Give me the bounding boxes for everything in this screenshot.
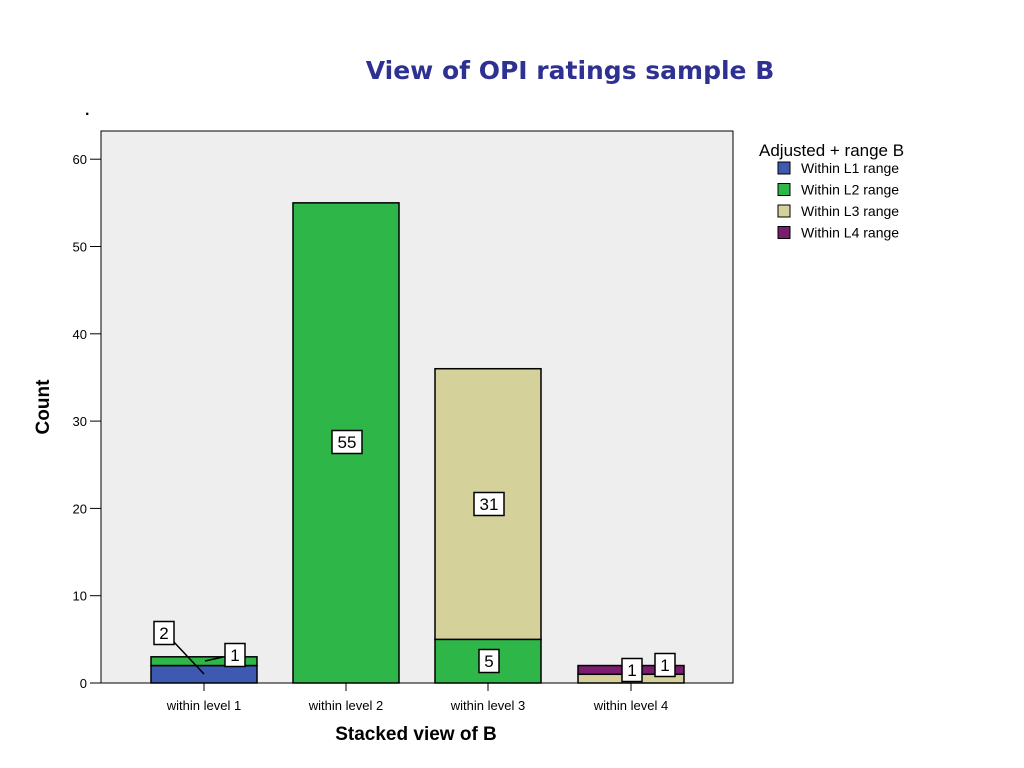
chart-title: View of OPI ratings sample B: [365, 56, 775, 85]
y-tick-label: 0: [80, 676, 87, 691]
data-label-box: [621, 657, 643, 683]
data-label-box: [331, 429, 363, 455]
title-mark: .: [85, 102, 90, 119]
data-label: 31: [480, 495, 499, 514]
legend-label: Within L2 range: [801, 182, 899, 198]
data-label: 5: [484, 652, 493, 671]
legend-label: Within L1 range: [801, 160, 899, 176]
label-leader-line: [171, 639, 205, 675]
data-label: 2: [159, 624, 168, 643]
label-leader-line: [204, 656, 224, 662]
y-tick-label: 10: [73, 589, 87, 604]
y-tick-label: 20: [73, 501, 87, 516]
legend-label: Within L3 range: [801, 203, 899, 219]
x-tick-label: within level 4: [593, 698, 668, 713]
x-tick-label: within level 3: [450, 698, 525, 713]
data-label-box: [654, 652, 676, 678]
plot-area: [100, 130, 734, 684]
y-tick-label: 30: [73, 414, 87, 429]
data-label: 1: [230, 646, 239, 665]
x-axis-title: Stacked view of B: [335, 724, 497, 745]
legend-swatch: [777, 204, 791, 218]
data-label: 1: [627, 661, 636, 680]
y-tick-label: 60: [73, 152, 87, 167]
data-label: 1: [660, 656, 669, 675]
legend-swatch: [777, 226, 791, 239]
data-label-box: [224, 642, 246, 668]
bar-segment: [150, 664, 258, 684]
legend-swatch: [777, 183, 791, 196]
y-axis-title: Count: [33, 379, 54, 435]
x-tick-label: within level 1: [166, 698, 241, 713]
y-tick-label: 40: [73, 327, 87, 342]
data-label-box: [153, 620, 175, 646]
bar-segment: [150, 656, 258, 667]
data-label-box: [473, 491, 505, 517]
data-label-box: [478, 648, 500, 674]
y-tick-label: 50: [73, 240, 87, 255]
legend-label: Within L4 range: [801, 225, 899, 241]
data-label: 55: [338, 433, 357, 452]
legend-title: Adjusted + range B: [759, 141, 904, 160]
x-tick-label: within level 2: [308, 698, 383, 713]
legend-swatch: [777, 161, 791, 175]
